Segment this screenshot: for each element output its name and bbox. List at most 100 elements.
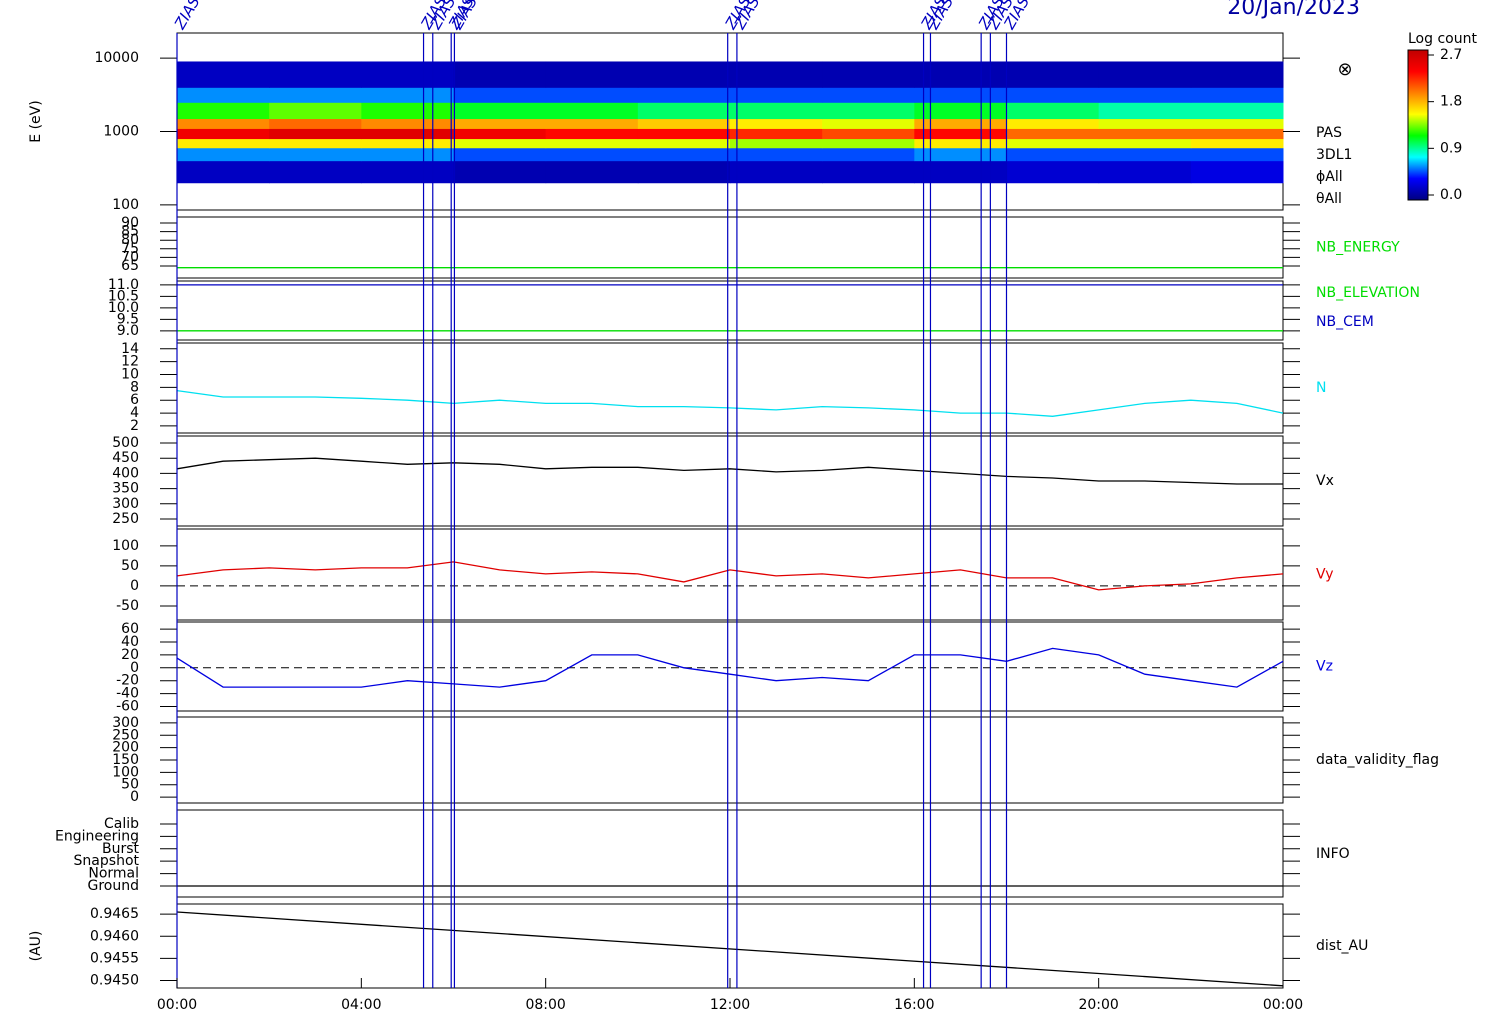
x-tick-label: 12:00	[710, 997, 750, 1013]
side-label: Vx	[1316, 473, 1334, 489]
heat-cell	[453, 147, 547, 162]
y-tick-label: -20	[116, 673, 139, 689]
heat-cell	[822, 147, 915, 162]
y-tick-label: 8	[130, 379, 139, 395]
heat-cell	[1098, 102, 1192, 120]
colorbar-label: Log count	[1408, 31, 1477, 47]
heat-cell	[1190, 102, 1284, 120]
symbol: ⊗	[1337, 59, 1352, 80]
heat-cell	[177, 160, 270, 184]
heat-cell	[1006, 138, 1100, 149]
heat-cell	[730, 118, 823, 129]
heat-cell	[822, 61, 915, 88]
heat-cell	[177, 128, 270, 140]
heat-cell	[1190, 160, 1284, 184]
heat-cell	[637, 87, 731, 103]
y-tick-label: 100	[112, 538, 139, 554]
heat-cell	[177, 118, 270, 129]
heat-cell	[361, 61, 454, 88]
x-tick-label: 20:00	[1078, 997, 1118, 1013]
series-line	[176, 561, 1284, 591]
y-tick-label: 300	[112, 496, 139, 512]
heat-cell	[1006, 61, 1100, 88]
y-tick-label: 85	[121, 224, 139, 240]
colorbar-tick-label: 2.7	[1440, 47, 1462, 63]
y-tick-label: 0.9465	[90, 906, 139, 922]
panel-frame	[176, 342, 1284, 434]
heat-cell	[453, 102, 547, 120]
heat-cell	[1098, 138, 1192, 149]
heat-cell	[453, 87, 547, 103]
panel-frame	[176, 216, 1284, 279]
y-tick-label: 10.5	[108, 288, 139, 304]
series-line	[176, 457, 1283, 485]
panel-frame	[176, 903, 1284, 989]
y-tick-label: 12	[121, 354, 139, 370]
heat-cell	[730, 138, 823, 149]
y-tick-label: 50	[121, 777, 139, 793]
heat-cell	[269, 128, 362, 140]
heat-cell	[730, 147, 823, 162]
heat-cell	[361, 128, 454, 140]
side-label: N	[1316, 380, 1326, 396]
y-tick-label: 0.9455	[90, 950, 139, 966]
y-tick-label: -40	[116, 686, 139, 702]
heat-cell	[1098, 160, 1192, 184]
heat-cell	[361, 147, 454, 162]
heat-cell	[730, 61, 823, 88]
side-label: NB_ELEVATION	[1316, 285, 1420, 301]
y-tick-label: 250	[112, 511, 139, 527]
heat-cell	[269, 138, 362, 149]
heat-cell	[361, 87, 454, 103]
side-label: Vy	[1316, 567, 1334, 583]
heat-cell	[637, 128, 731, 140]
heat-cell	[453, 61, 547, 88]
heat-cell	[1006, 160, 1100, 184]
y-tick-label: 10	[121, 367, 139, 383]
y-tick-label: 60	[121, 621, 139, 637]
y-tick-label: 2	[130, 418, 139, 434]
heat-cell	[1006, 128, 1100, 140]
y-tick-label: 40	[121, 634, 139, 650]
y-tick-label: 250	[112, 727, 139, 743]
x-tick-label: 08:00	[525, 997, 565, 1013]
side-label: 3DL1	[1316, 147, 1352, 163]
heat-cell	[914, 87, 1007, 103]
y-tick-label: 400	[112, 465, 139, 481]
colorbar-tick-label: 0.0	[1440, 187, 1462, 203]
event-label: ZIAS	[170, 0, 204, 33]
side-label: θAll	[1316, 191, 1342, 207]
y-tick-label: 0.9460	[90, 928, 139, 944]
side-label: INFO	[1316, 846, 1350, 862]
heat-cell	[269, 87, 362, 103]
heat-cell	[269, 102, 362, 120]
heat-cell	[545, 118, 639, 129]
side-label: PAS	[1316, 125, 1342, 141]
heat-cell	[177, 61, 270, 88]
series-line	[176, 911, 1284, 987]
y-tick-label: 6	[130, 392, 139, 408]
y-tick-label: 90	[121, 215, 139, 231]
panel-frame	[176, 716, 1284, 804]
series-line	[176, 389, 1284, 417]
heat-cell	[1190, 118, 1284, 129]
y-tick-label: Engineering	[55, 828, 139, 844]
heat-cell	[177, 87, 270, 103]
colorbar-tick-label: 1.8	[1440, 94, 1462, 110]
y-tick-label: 0	[130, 578, 139, 594]
heat-cell	[1098, 87, 1192, 103]
heat-cell	[1098, 61, 1192, 88]
heat-cell	[914, 147, 1007, 162]
heat-cell	[637, 118, 731, 129]
y-tick-label: 65	[121, 258, 139, 274]
heat-cell	[730, 160, 823, 184]
side-label: dist_AU	[1316, 938, 1368, 954]
heat-cell	[177, 138, 270, 149]
heat-cell	[914, 61, 1007, 88]
y-tick-label: Burst	[102, 841, 140, 857]
y-tick-label: 75	[121, 241, 139, 257]
heat-cell	[177, 147, 270, 162]
heat-cell	[361, 138, 454, 149]
heat-cell	[637, 102, 731, 120]
